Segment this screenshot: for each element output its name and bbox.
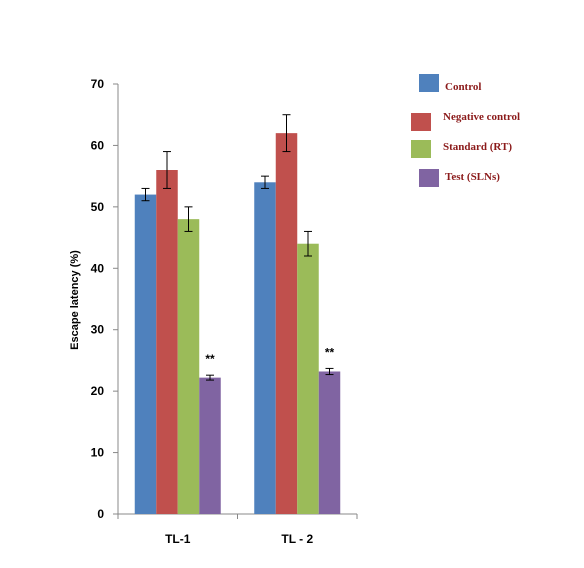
significance-annotation: ** <box>325 345 335 359</box>
bar <box>254 182 276 515</box>
bar <box>134 194 157 515</box>
y-axis-label: Escape latency (%) <box>69 250 81 350</box>
x-tick-label: TL-1 <box>165 532 191 546</box>
y-tick-label: 10 <box>91 446 105 460</box>
x-axis: TL-1 TL - 2 <box>117 513 358 546</box>
x-tick-label: TL - 2 <box>281 532 313 546</box>
legend-label: Control <box>445 81 481 93</box>
bar <box>156 170 178 514</box>
bar <box>275 133 298 514</box>
bar <box>297 243 319 514</box>
significance-annotation: ** <box>205 352 215 366</box>
y-tick-label: 30 <box>91 323 105 337</box>
y-axis: 0 10 20 30 40 50 60 70 <box>91 77 119 521</box>
legend-swatch <box>419 169 439 187</box>
y-tick-label: 0 <box>97 507 104 521</box>
legend-label: Test (SLNs) <box>445 171 500 183</box>
legend-swatch <box>419 74 439 92</box>
legend-label: Negative control <box>443 111 520 123</box>
y-tick-label: 40 <box>91 261 105 275</box>
y-tick-label: 60 <box>91 138 105 152</box>
legend: Control Negative control Standard (RT) Test… <box>411 74 520 187</box>
bar <box>177 219 200 514</box>
y-tick-label: 70 <box>91 77 105 91</box>
y-tick-label: 50 <box>91 200 105 214</box>
legend-swatch <box>411 113 431 131</box>
bars: ** ** <box>134 114 341 515</box>
legend-label: Standard (RT) <box>443 141 512 153</box>
legend-swatch <box>411 140 431 158</box>
y-tick-label: 20 <box>91 384 105 398</box>
bar <box>199 377 221 514</box>
bar <box>318 371 341 514</box>
